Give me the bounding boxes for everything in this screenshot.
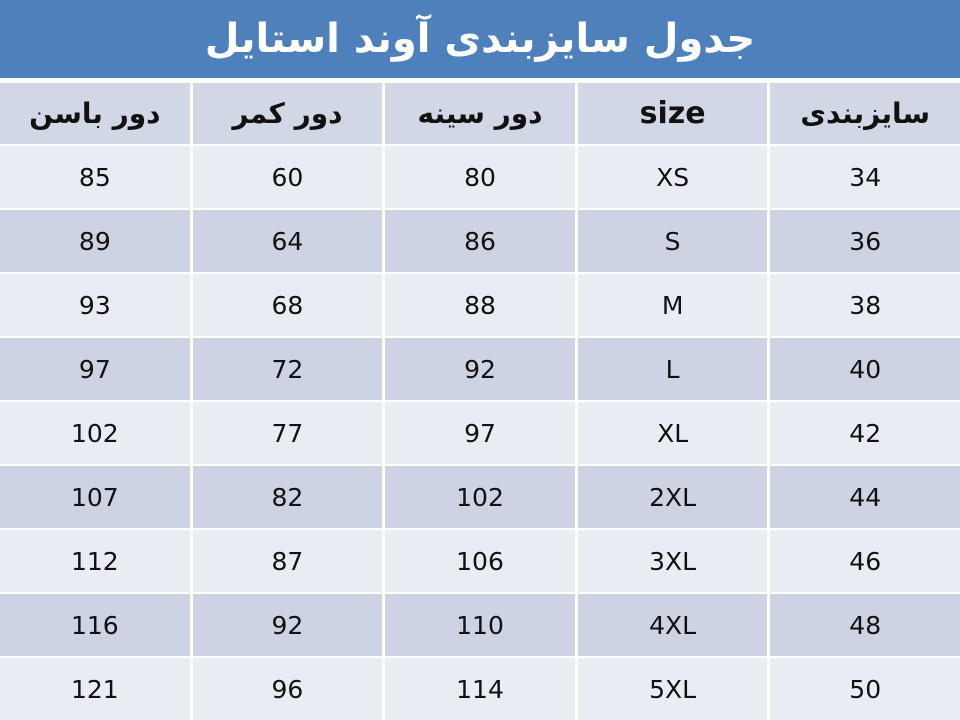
cell-size: S [578,210,771,272]
table-row: 34 XS 80 60 85 [0,144,960,208]
column-header-size: size [578,83,771,144]
cell-waist: 68 [193,274,386,336]
cell-waist: 60 [193,146,386,208]
cell-size: L [578,338,771,400]
cell-sizing: 38 [849,290,882,320]
column-header-chest: دور سینه [385,83,578,144]
cell-size: XL [578,402,771,464]
cell-chest: 86 [385,210,578,272]
size-table: سایزبندی size دور سینه دور کمر دور باسن 34 XS 8… [0,78,960,720]
cell-size: XS [578,146,771,208]
cell-size: M [578,274,771,336]
cell-waist: 64 [193,210,386,272]
cell-hip: 85 [0,146,193,208]
cell-hip: 121 [0,658,193,720]
column-header-hip: دور باسن [0,83,193,144]
cell-hip: 93 [0,274,193,336]
cell-waist: 96 [193,658,386,720]
cell-size: 5XL [578,658,771,720]
table-row: 42 XL 97 77 102 [0,400,960,464]
column-header-waist: دور کمر [193,83,386,144]
cell-chest: 92 [385,338,578,400]
cell-sizing: 48 [849,610,882,640]
cell-waist: 82 [193,466,386,528]
cell-sizing: 50 [849,674,882,704]
table-row: 46 3XL 106 87 112 [0,528,960,592]
table-row: 40 L 92 72 97 [0,336,960,400]
cell-hip: 116 [0,594,193,656]
cell-waist: 87 [193,530,386,592]
cell-size: 3XL [578,530,771,592]
table-title-bar: جدول سایزبندی آوند استایل [0,0,960,78]
table-header-row: سایزبندی size دور سینه دور کمر دور باسن [0,78,960,144]
cell-waist: 72 [193,338,386,400]
table-row: 36 S 86 64 89 [0,208,960,272]
cell-sizing: 40 [849,354,882,384]
cell-chest: 114 [385,658,578,720]
cell-chest: 80 [385,146,578,208]
cell-chest: 102 [385,466,578,528]
table-row: 48 4XL 110 92 116 [0,592,960,656]
cell-hip: 112 [0,530,193,592]
column-header-sizing: سایزبندی [800,97,931,130]
cell-chest: 106 [385,530,578,592]
cell-sizing: 36 [849,226,882,256]
cell-hip: 107 [0,466,193,528]
table-row: 38 M 88 68 93 [0,272,960,336]
cell-waist: 92 [193,594,386,656]
cell-hip: 89 [0,210,193,272]
table-title: جدول سایزبندی آوند استایل [204,16,756,62]
cell-size: 2XL [578,466,771,528]
cell-size: 4XL [578,594,771,656]
table-row: 44 2XL 102 82 107 [0,464,960,528]
cell-chest: 110 [385,594,578,656]
cell-hip: 102 [0,402,193,464]
cell-sizing: 42 [849,418,882,448]
cell-sizing: 34 [849,162,882,192]
cell-sizing: 46 [849,546,882,576]
cell-hip: 97 [0,338,193,400]
cell-chest: 97 [385,402,578,464]
table-row: 50 5XL 114 96 121 [0,656,960,720]
cell-sizing: 44 [849,482,882,512]
cell-chest: 88 [385,274,578,336]
cell-waist: 77 [193,402,386,464]
